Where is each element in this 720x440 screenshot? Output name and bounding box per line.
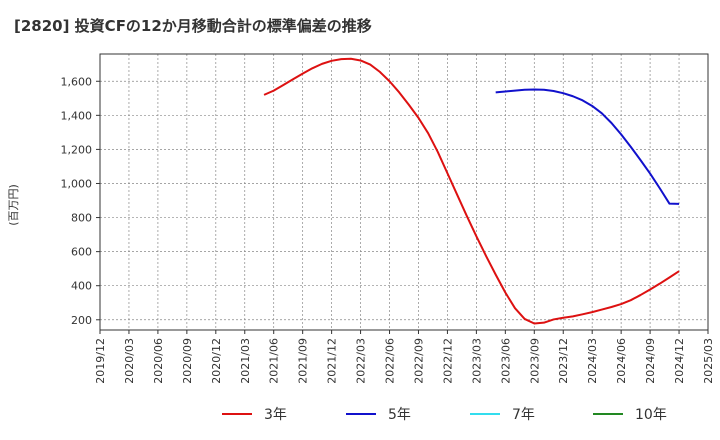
- legend-label: 10年: [635, 407, 667, 423]
- x-tick-label: 2020/12: [210, 338, 223, 384]
- x-tick-label: 2022/12: [441, 338, 454, 384]
- legend-label: 3年: [264, 407, 287, 423]
- x-tick-label: 2023/03: [470, 338, 483, 384]
- x-tick-label: 2024/03: [586, 338, 599, 384]
- x-axis-ticks: 2019/12 2020/03 2020/06 2020/09 2020/12 2021/…: [94, 330, 715, 384]
- legend-label: 7年: [512, 407, 535, 423]
- y-tick-label: 1,400: [61, 109, 93, 122]
- x-tick-label: 2019/12: [94, 338, 107, 384]
- legend: 3年 5年 7年 10年: [222, 407, 667, 423]
- legend-label: 5年: [388, 407, 411, 423]
- x-tick-label: 2021/06: [268, 338, 281, 384]
- x-tick-label: 2021/09: [297, 338, 310, 384]
- plot-area: [99, 53, 709, 331]
- y-tick-label: 200: [71, 314, 92, 327]
- y-axis-label: (百万円): [7, 184, 20, 226]
- y-axis-ticks: 200 400 600 800 1,000 1,200 1,400 1,600: [61, 75, 100, 327]
- y-tick-label: 600: [71, 246, 92, 259]
- series-lines: [263, 57, 680, 325]
- y-tick-label: 1,000: [61, 177, 93, 190]
- grid: [100, 54, 708, 330]
- x-tick-label: 2023/06: [499, 338, 512, 384]
- x-tick-label: 2022/03: [355, 338, 368, 384]
- x-tick-label: 2021/12: [326, 338, 339, 384]
- x-tick-label: 2024/09: [644, 338, 657, 384]
- x-tick-label: 2022/06: [384, 338, 397, 384]
- series-line-1: [495, 88, 680, 205]
- x-tick-label: 2024/06: [615, 338, 628, 384]
- x-tick-label: 2020/09: [181, 338, 194, 384]
- y-tick-label: 1,200: [61, 143, 93, 156]
- y-tick-label: 1,600: [61, 75, 93, 88]
- chart-title: [2820] 投資CFの12か月移動合計の標準偏差の推移: [14, 17, 372, 35]
- y-tick-label: 400: [71, 280, 92, 293]
- x-tick-label: 2021/03: [239, 338, 252, 384]
- x-tick-label: 2025/03: [702, 338, 715, 384]
- series-line-0: [263, 57, 680, 325]
- x-tick-label: 2022/09: [412, 338, 425, 384]
- x-tick-label: 2023/12: [557, 338, 570, 384]
- x-tick-label: 2020/06: [152, 338, 165, 384]
- y-tick-label: 800: [71, 212, 92, 225]
- x-tick-label: 2020/03: [123, 338, 136, 384]
- x-tick-label: 2024/12: [673, 338, 686, 384]
- x-tick-label: 2023/09: [528, 338, 541, 384]
